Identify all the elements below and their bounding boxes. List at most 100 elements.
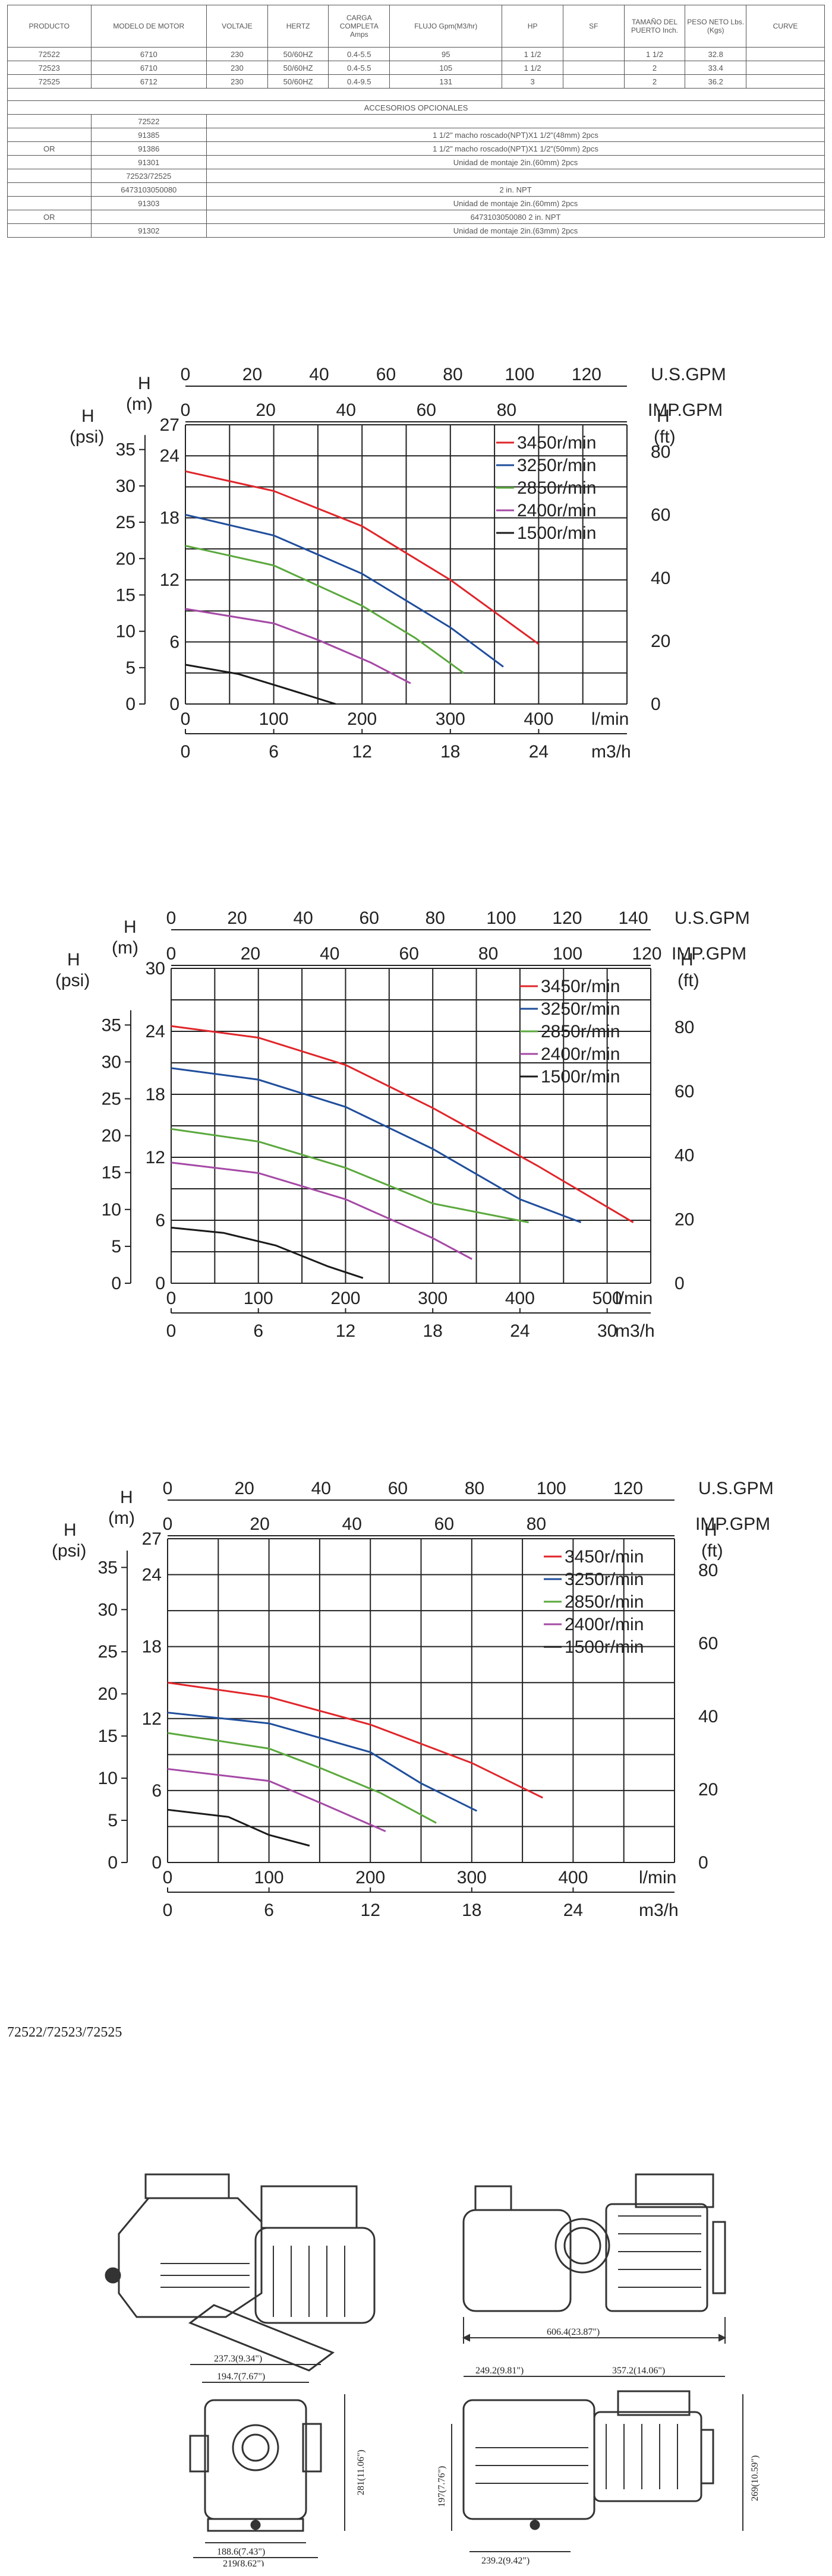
spacer-row	[7, 88, 825, 101]
series-line	[171, 1025, 634, 1223]
lmin-tick-label: 0	[163, 1868, 173, 1887]
m3h-axis-label: m3/h	[591, 742, 631, 762]
usgpm-tick-label: 80	[426, 908, 445, 928]
spec-header-row: PRODUCTO MODELO DE MOTOR VOLTAJE HERTZ C…	[7, 5, 825, 48]
usgpm-tick-label: 0	[166, 908, 177, 928]
usgpm-axis-label: U.S.GPM	[675, 908, 750, 928]
m-tick-label: 24	[142, 1565, 162, 1585]
m-tick-label: 0	[169, 694, 179, 714]
lmin-tick-label: 0	[181, 709, 191, 729]
m3h-tick-label: 18	[423, 1321, 443, 1341]
col-header: CURVE	[746, 5, 825, 48]
ft-tick-label: 40	[651, 569, 670, 588]
ft-tick-label: 40	[675, 1146, 694, 1166]
series-line	[167, 1732, 437, 1824]
psi-tick-label: 25	[116, 513, 135, 532]
side-dimensions	[451, 2376, 743, 2552]
table-cell: 6710	[90, 47, 207, 61]
h-m-axis-label: H	[124, 917, 137, 937]
legend-label: 2850r/min	[517, 478, 596, 498]
m-tick-label: 27	[142, 1529, 162, 1549]
legend-label: 2400r/min	[517, 501, 596, 520]
psi-tick-label: 35	[116, 440, 135, 460]
accessory-code: 91301	[90, 155, 207, 169]
h-psi-axis-label: H	[64, 1520, 77, 1540]
impgpm-tick-label: 60	[434, 1514, 454, 1534]
psi-tick-label: 30	[98, 1600, 118, 1620]
series-line	[167, 1808, 310, 1847]
impgpm-axis-label: IMP.GPM	[695, 1514, 770, 1534]
ft-tick-label: 80	[675, 1018, 694, 1037]
dim-side-base: 239.2(9.42")	[481, 2556, 530, 2566]
accessory-code: 91303	[90, 196, 207, 210]
h-m-axis-unit: (m)	[112, 938, 138, 958]
table-cell: 72523	[7, 61, 92, 75]
psi-tick-label: 0	[111, 1274, 121, 1293]
accessory-or	[7, 155, 92, 169]
impgpm-tick-label: 100	[553, 944, 582, 964]
lmin-axis-label: l/min	[639, 1868, 676, 1887]
series-line	[185, 470, 540, 645]
impgpm-tick-label: 60	[417, 400, 436, 420]
h-m-axis-label: H	[138, 374, 151, 393]
accessory-code: 91385	[90, 128, 207, 142]
m-tick-label: 12	[160, 570, 179, 590]
table-cell: 33.4	[685, 61, 747, 75]
col-header: PESO NETO Lbs. (Kgs)	[685, 5, 747, 48]
legend-label: 3450r/min	[517, 433, 596, 453]
table-cell	[562, 47, 625, 61]
lmin-tick-label: 300	[418, 1289, 447, 1308]
table-row: 72523 6710 230 50/60HZ 0.4-5.5 105 1 1/2…	[7, 61, 825, 75]
table-cell: 105	[389, 61, 503, 75]
legend-label: 3250r/min	[565, 1570, 644, 1589]
table-cell: 2	[623, 74, 686, 89]
usgpm-tick-label: 60	[388, 1479, 408, 1498]
ft-tick-label: 20	[651, 632, 670, 651]
table-cell: 1 1/2	[623, 47, 686, 61]
col-header: MODELO DE MOTOR	[90, 5, 207, 48]
psi-tick-label: 10	[102, 1200, 121, 1220]
psi-tick-label: 25	[98, 1642, 118, 1662]
lmin-tick-label: 400	[524, 709, 553, 729]
ft-tick-label: 0	[651, 694, 661, 714]
psi-tick-label: 20	[102, 1126, 121, 1146]
lmin-tick-label: 100	[254, 1868, 284, 1887]
m-tick-label: 18	[142, 1637, 162, 1657]
h-m-axis-unit: (m)	[108, 1508, 135, 1528]
accessory-desc	[206, 114, 825, 128]
psi-tick-label: 10	[116, 622, 135, 642]
table-cell: 0.4-9.5	[328, 74, 390, 89]
h-m-axis-unit: (m)	[126, 394, 153, 414]
ft-tick-label: 80	[651, 443, 670, 462]
usgpm-tick-label: 0	[163, 1479, 173, 1498]
table-cell	[562, 61, 625, 75]
lmin-tick-label: 300	[457, 1868, 487, 1887]
table-cell: 32.8	[685, 47, 747, 61]
m3h-tick-label: 12	[361, 1901, 380, 1920]
series-line	[185, 664, 336, 705]
series-line	[185, 608, 411, 684]
legend-label: 2400r/min	[565, 1615, 644, 1634]
usgpm-tick-label: 120	[552, 908, 582, 928]
table-cell: 6710	[90, 61, 207, 75]
table-row: 72525 6712 230 50/60HZ 0.4-9.5 131 3 2 3…	[7, 74, 825, 89]
col-header: TAMAÑO DEL PUERTO Inch.	[623, 5, 686, 48]
lmin-tick-label: 500	[593, 1289, 622, 1308]
m-tick-label: 24	[160, 446, 179, 466]
lmin-tick-label: 200	[347, 709, 377, 729]
psi-tick-label: 15	[116, 585, 135, 605]
lmin-tick-label: 0	[166, 1289, 177, 1308]
m-tick-label: 18	[146, 1085, 165, 1104]
legend-label: 2400r/min	[541, 1044, 620, 1064]
table-cell: 50/60HZ	[267, 74, 329, 89]
length-dimension	[462, 2317, 727, 2344]
psi-tick-label: 15	[98, 1726, 118, 1746]
lmin-axis-label: l/min	[615, 1289, 653, 1308]
m3h-tick-label: 6	[253, 1321, 263, 1341]
psi-tick-label: 25	[102, 1090, 121, 1109]
accessory-desc: 6473103050080 2 in. NPT	[206, 210, 825, 224]
accessory-or	[7, 223, 92, 238]
m3h-tick-label: 12	[336, 1321, 355, 1341]
